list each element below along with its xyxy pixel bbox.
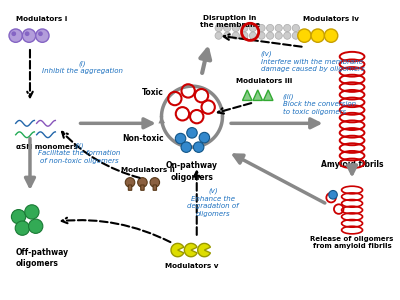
Polygon shape: [264, 90, 273, 101]
Text: Modulators v: Modulators v: [165, 263, 219, 269]
Wedge shape: [198, 243, 210, 257]
Circle shape: [292, 32, 300, 39]
Text: Amyloid fibrils: Amyloid fibrils: [321, 160, 383, 169]
Circle shape: [11, 210, 26, 224]
Polygon shape: [253, 90, 262, 101]
Text: Non-toxic: Non-toxic: [122, 134, 163, 143]
Text: Modulators i: Modulators i: [16, 16, 67, 22]
Text: On-pathway
oligomers: On-pathway oligomers: [166, 161, 218, 182]
Text: Off-pathway
oligomers: Off-pathway oligomers: [16, 248, 69, 268]
Text: Disruption in
the membrane: Disruption in the membrane: [200, 15, 260, 28]
Circle shape: [266, 32, 274, 39]
Circle shape: [298, 29, 311, 42]
Text: Modulators ii: Modulators ii: [120, 167, 174, 173]
Circle shape: [266, 24, 274, 32]
Circle shape: [329, 190, 337, 199]
Text: (v)
Enhance the
degradation of
oligomers: (v) Enhance the degradation of oligomers: [187, 188, 239, 217]
Circle shape: [258, 24, 265, 32]
Circle shape: [11, 32, 16, 36]
Text: Modulators iv: Modulators iv: [302, 16, 358, 22]
Circle shape: [215, 24, 222, 32]
Circle shape: [249, 32, 256, 39]
Text: (iv)
Interfere with the membrane
damage caused by oligomers: (iv) Interfere with the membrane damage …: [260, 51, 364, 72]
Circle shape: [181, 142, 192, 152]
Circle shape: [9, 29, 22, 42]
FancyBboxPatch shape: [153, 185, 156, 190]
Circle shape: [224, 32, 231, 39]
Circle shape: [241, 24, 248, 32]
Circle shape: [187, 128, 197, 138]
Circle shape: [150, 178, 160, 187]
Text: (iii)
Block the conversion
to toxic oligomers: (iii) Block the conversion to toxic olig…: [282, 93, 356, 115]
Wedge shape: [184, 243, 197, 257]
Text: Modulators iii: Modulators iii: [236, 78, 292, 84]
Circle shape: [25, 32, 30, 36]
Circle shape: [284, 24, 291, 32]
Circle shape: [15, 221, 30, 235]
Circle shape: [249, 24, 256, 32]
FancyBboxPatch shape: [128, 185, 132, 190]
Text: Toxic: Toxic: [142, 88, 163, 97]
Circle shape: [324, 29, 338, 42]
FancyBboxPatch shape: [141, 185, 144, 190]
Circle shape: [175, 133, 186, 144]
Circle shape: [28, 219, 43, 233]
Circle shape: [232, 32, 240, 39]
Circle shape: [292, 24, 300, 32]
Text: αSN monomers: αSN monomers: [16, 144, 78, 150]
Circle shape: [275, 32, 282, 39]
Circle shape: [138, 178, 147, 187]
Circle shape: [194, 142, 204, 152]
Circle shape: [232, 24, 240, 32]
Circle shape: [224, 24, 231, 32]
Circle shape: [199, 132, 210, 143]
Circle shape: [22, 29, 36, 42]
Circle shape: [25, 205, 39, 219]
Circle shape: [275, 24, 282, 32]
Text: (i)
Inhibit the aggregation: (i) Inhibit the aggregation: [42, 60, 123, 74]
Circle shape: [311, 29, 324, 42]
Text: Release of oligomers
from amyloid fibrils: Release of oligomers from amyloid fibril…: [310, 236, 394, 249]
Circle shape: [38, 32, 43, 36]
Circle shape: [284, 32, 291, 39]
Polygon shape: [242, 90, 252, 101]
Circle shape: [241, 32, 248, 39]
Circle shape: [36, 29, 49, 42]
Circle shape: [125, 178, 135, 187]
Text: (ii)
Facilitate the formation
of non-toxic oligomers: (ii) Facilitate the formation of non-tox…: [38, 142, 121, 164]
Circle shape: [258, 32, 265, 39]
Wedge shape: [171, 243, 184, 257]
Circle shape: [215, 32, 222, 39]
